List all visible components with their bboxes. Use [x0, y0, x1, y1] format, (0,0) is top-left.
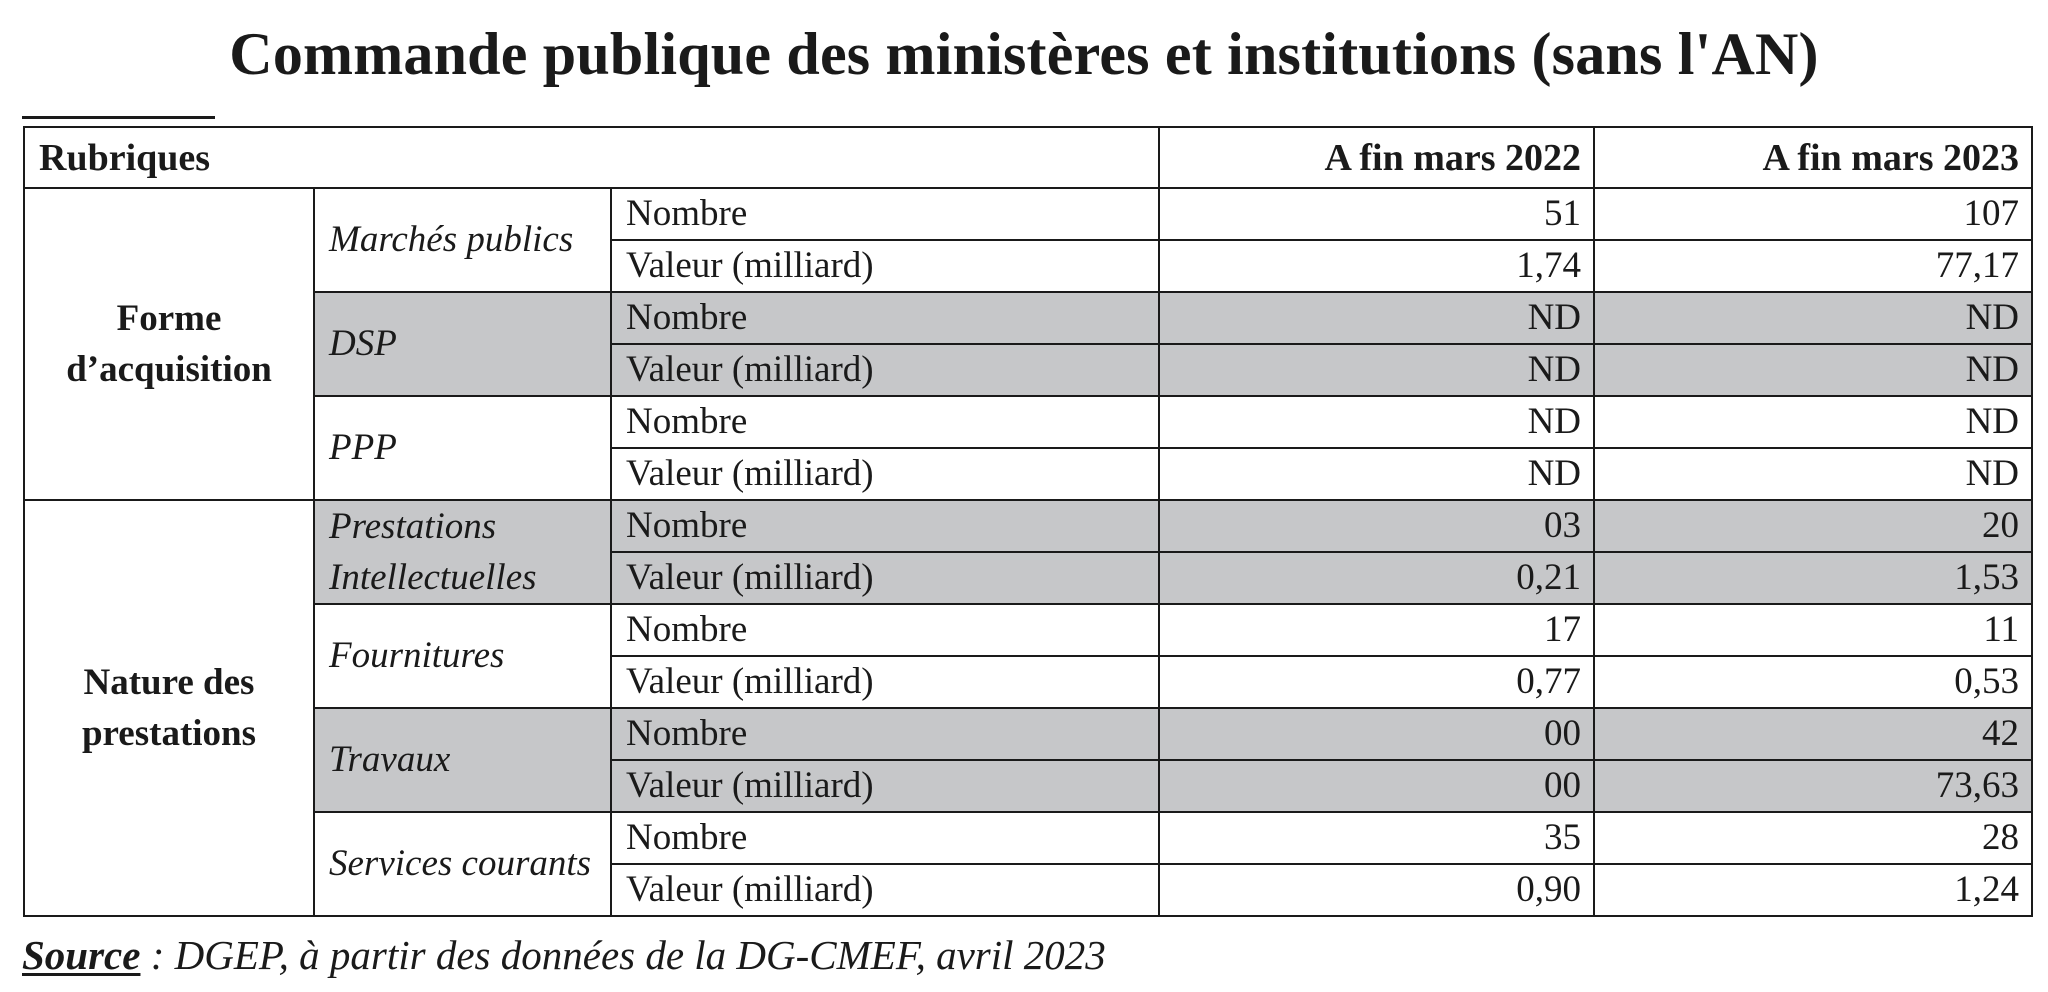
value-2023-cell: 28: [1593, 811, 2034, 865]
source-label: Source: [22, 932, 141, 978]
table-row: Valeur (milliard) ND ND: [24, 343, 2034, 397]
table-row: Fournitures Nombre 17 11: [24, 603, 2034, 709]
metric-cell: Nombre: [609, 499, 1161, 553]
header-row: Rubriques A fin mars 2022 A fin mars 202…: [22, 126, 2034, 189]
header-2023: A fin mars 2023: [1593, 126, 2034, 189]
table-row: Valeur (milliard) ND ND: [24, 447, 2034, 501]
value-2022-cell: ND: [1158, 447, 1596, 501]
value-2023-cell: 11: [1593, 603, 2034, 657]
label-line: prestations: [81, 713, 257, 754]
metric-cell: Valeur (milliard): [609, 863, 1161, 917]
value-2023-cell: 20: [1593, 499, 2034, 553]
table-row: Valeur (milliard) 00 73,63: [24, 759, 2034, 813]
subgroup-label: Marchés publics: [313, 187, 612, 293]
value-2023-cell: ND: [1593, 291, 2034, 345]
page-title: Commande publique des ministères et inst…: [229, 21, 1819, 87]
metric-cell: Valeur (milliard): [609, 343, 1161, 397]
value-2023-cell: 42: [1593, 707, 2034, 761]
value-2022-cell: 35: [1158, 811, 1596, 865]
value-2022-cell: 03: [1158, 499, 1596, 553]
metric-cell: Nombre: [609, 707, 1161, 761]
table-row: Services courants Nombre 35 28: [24, 811, 2034, 917]
table-row: Nature des prestations Prestations Intellec…: [23, 499, 2034, 917]
subgroup-label: Fournitures: [313, 603, 612, 709]
metric-cell: Valeur (milliard): [609, 551, 1161, 605]
metric-cell: Valeur (milliard): [609, 447, 1161, 501]
value-2023-cell: ND: [1593, 343, 2034, 397]
metric-cell: Nombre: [609, 187, 1161, 241]
metric-cell: Valeur (milliard): [609, 759, 1161, 813]
value-2022-cell: 51: [1158, 187, 1596, 241]
subgroup-label: Services courants: [313, 811, 612, 917]
table-row: Forme d’acquisition Marchés publics Nombre 5…: [23, 187, 2034, 501]
value-2022-cell: ND: [1158, 291, 1596, 345]
value-2022-cell: ND: [1158, 343, 1596, 397]
metric-cell: Nombre: [609, 291, 1161, 345]
data-table: Rubriques A fin mars 2022 A fin mars 202…: [22, 126, 2034, 917]
title-underline-rule: [22, 116, 215, 119]
value-2022-cell: 0,90: [1158, 863, 1596, 917]
table-row: Valeur (milliard) 0,90 1,24: [24, 863, 2034, 917]
value-2022-cell: 00: [1158, 759, 1596, 813]
value-2023-cell: 1,24: [1593, 863, 2034, 917]
metric-cell: Valeur (milliard): [609, 655, 1161, 709]
subgroup-label: Travaux: [313, 707, 612, 813]
label-line: Forme: [116, 298, 222, 339]
subgroup-label: PPP: [313, 395, 612, 501]
table-row: Valeur (milliard) 0,21 1,53: [24, 551, 2034, 605]
label-line: d’acquisition: [66, 349, 272, 390]
header-2022: A fin mars 2022: [1158, 126, 1596, 189]
value-2022-cell: 00: [1158, 707, 1596, 761]
label-line: Marchés publics: [329, 219, 574, 260]
source-text: : DGEP, à partir des données de la DG-CM…: [140, 932, 1106, 978]
value-2023-cell: ND: [1593, 395, 2034, 449]
table-row: Valeur (milliard) 1,74 77,17: [24, 239, 2034, 293]
value-2022-cell: ND: [1158, 395, 1596, 449]
value-2023-cell: 73,63: [1593, 759, 2034, 813]
label-line: Fournitures: [329, 635, 505, 676]
metric-cell: Nombre: [609, 811, 1161, 865]
table-row: Travaux Nombre 00 42: [24, 707, 2034, 813]
value-2023-cell: 0,53: [1593, 655, 2034, 709]
group-label: Nature des prestations: [23, 499, 315, 917]
label-line: Intellectuelles: [329, 557, 537, 598]
value-2023-cell: 77,17: [1593, 239, 2034, 293]
source-note: Source : DGEP, à partir des données de l…: [22, 930, 1106, 980]
metric-cell: Nombre: [609, 603, 1161, 657]
label-line: Travaux: [329, 739, 451, 780]
header-rubriques: Rubriques: [22, 126, 1161, 189]
value-2023-cell: 1,53: [1593, 551, 2034, 605]
label-line: Prestations: [329, 506, 497, 547]
group-label: Forme d’acquisition: [23, 187, 315, 501]
value-2022-cell: 1,74: [1158, 239, 1596, 293]
table-row: PPP Nombre ND ND: [24, 395, 2034, 501]
metric-cell: Nombre: [609, 395, 1161, 449]
label-line: PPP: [329, 427, 397, 468]
value-2023-cell: ND: [1593, 447, 2034, 501]
label-line: Services courants: [329, 843, 592, 884]
metric-cell: Valeur (milliard): [609, 239, 1161, 293]
table-row: DSP Nombre ND ND: [24, 291, 2034, 397]
value-2022-cell: 0,21: [1158, 551, 1596, 605]
label-line: Nature des: [83, 662, 255, 703]
value-2023-cell: 107: [1593, 187, 2034, 241]
subgroup-label: DSP: [313, 291, 612, 397]
subgroup-label: Prestations Intellectuelles: [313, 499, 612, 605]
value-2022-cell: 17: [1158, 603, 1596, 657]
value-2022-cell: 0,77: [1158, 655, 1596, 709]
table-row: Valeur (milliard) 0,77 0,53: [24, 655, 2034, 709]
table-body: Rubriques A fin mars 2022 A fin mars 202…: [22, 126, 2034, 917]
label-line: DSP: [329, 323, 397, 364]
